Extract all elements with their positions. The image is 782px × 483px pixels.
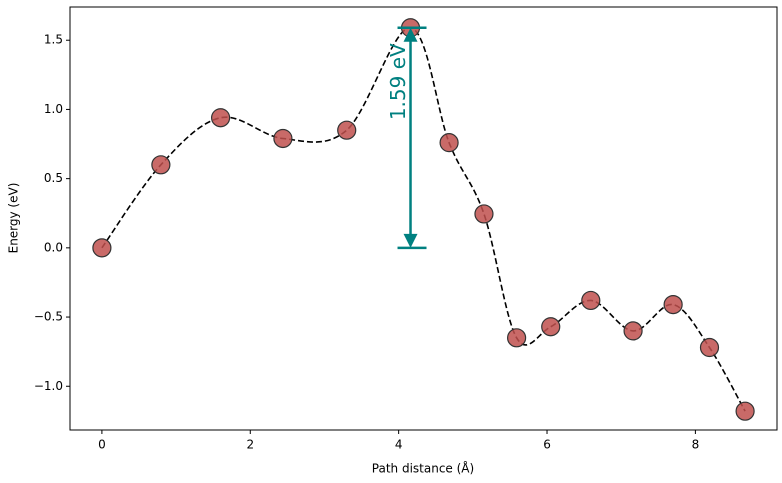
point — [663, 294, 683, 315]
point — [699, 337, 720, 358]
plot-frame — [69, 6, 778, 431]
x-tick-label: 0 — [98, 438, 106, 452]
point — [581, 290, 601, 311]
x-tick-label: 8 — [692, 438, 700, 452]
point — [210, 108, 231, 128]
y-tick-label: −1.0 — [34, 379, 63, 393]
point — [151, 155, 171, 175]
y-axis-label: Energy (eV) — [7, 183, 21, 254]
x-tick-label: 6 — [543, 438, 551, 452]
y-tick-label: 1.5 — [44, 33, 63, 47]
point — [735, 401, 755, 421]
annotation-label: 1.59 eV — [386, 43, 410, 120]
y-tick-label: −0.5 — [34, 310, 63, 324]
point — [439, 133, 459, 153]
point — [507, 328, 527, 348]
point — [474, 204, 494, 224]
point — [623, 321, 643, 341]
arrow-head — [403, 233, 418, 248]
point — [273, 128, 293, 149]
point — [337, 120, 357, 140]
point — [541, 317, 561, 337]
curve — [101, 26, 746, 412]
point — [92, 238, 112, 258]
y-tick-label: 1.0 — [44, 102, 63, 116]
y-tick-label: 0.5 — [44, 171, 63, 185]
arrow-head — [403, 27, 418, 42]
x-axis-label: Path distance (Å) — [372, 461, 474, 476]
x-tick-label: 4 — [395, 438, 403, 452]
x-tick-label: 2 — [246, 438, 254, 452]
y-tick-label: 0.0 — [44, 240, 63, 254]
